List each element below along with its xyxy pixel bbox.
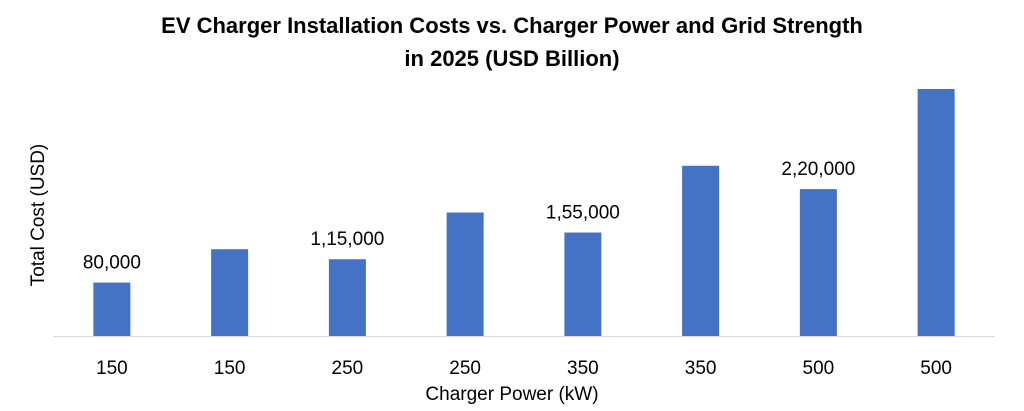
x-tick-label: 350 [685, 358, 717, 379]
bars-group: 150 80,000 150 250 1,15,000 250 350 1,55,000 350… [83, 89, 955, 379]
chart-title-line-1: EV Charger Installation Costs vs. Charge… [161, 13, 863, 38]
bar-5 [564, 232, 602, 336]
data-label: 1,55,000 [546, 203, 620, 224]
bar-8 [917, 89, 955, 336]
data-label: 1,15,000 [310, 229, 384, 250]
x-tick-label: 350 [567, 358, 599, 379]
data-label: 2,20,000 [781, 159, 855, 180]
x-tick-label: 250 [332, 358, 364, 379]
x-tick-label: 150 [96, 358, 128, 379]
x-tick-label: 500 [920, 358, 952, 379]
y-axis-label: Total Cost (USD) [28, 144, 49, 287]
x-axis-label: Charger Power (kW) [425, 384, 598, 405]
bar-3 [328, 259, 366, 336]
data-label: 80,000 [83, 253, 141, 274]
chart-title-line-2: in 2025 (USD Billion) [404, 46, 619, 71]
bar-6 [682, 165, 720, 336]
bar-4 [446, 212, 484, 336]
bar-1 [93, 282, 131, 336]
x-tick-label: 500 [803, 358, 835, 379]
bar-2 [211, 249, 249, 336]
x-tick-label: 150 [214, 358, 246, 379]
bar-7 [799, 189, 837, 336]
x-tick-label: 250 [449, 358, 481, 379]
